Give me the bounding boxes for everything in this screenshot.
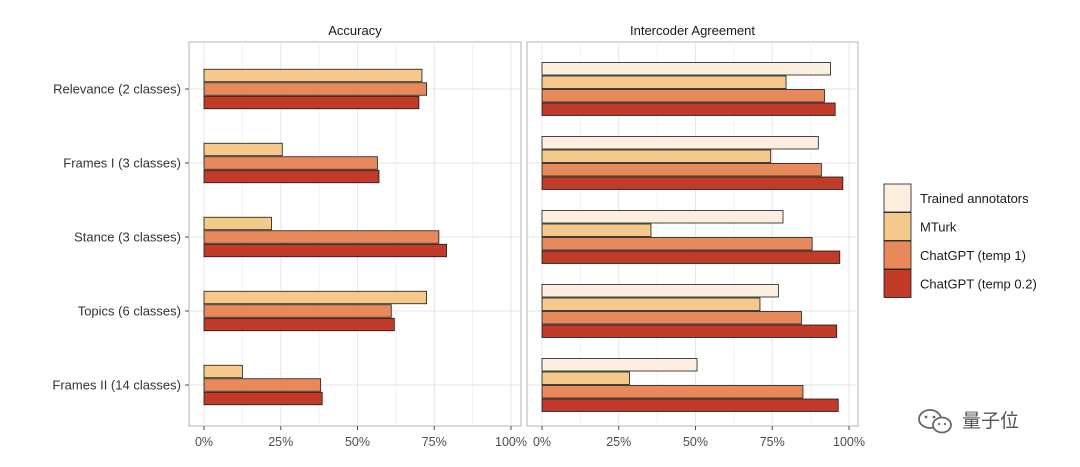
- category-label: Topics (6 classes): [78, 304, 181, 319]
- category-label: Relevance (2 classes): [53, 82, 181, 97]
- panel-title: Intercoder Agreement: [630, 23, 755, 38]
- bar-chatgpt-temp-1-frames-i-3-classes: [203, 156, 378, 170]
- bar-chatgpt-temp-1-frames-i-3-classes: [541, 163, 822, 177]
- legend-swatch-trained-annotators: [883, 183, 912, 213]
- bar-chatgpt-temp-0-2-frames-i-3-classes: [541, 176, 844, 190]
- category-label: Frames II (14 classes): [52, 378, 181, 393]
- bar-chatgpt-temp-0-2-frames-i-3-classes: [203, 169, 380, 184]
- category-label: Stance (3 classes): [74, 230, 181, 245]
- x-tick-label: 0%: [533, 435, 551, 449]
- bar-chatgpt-temp-0-2-relevance-2-classes: [541, 102, 836, 116]
- bar-chatgpt-temp-0-2-stance-3-classes: [203, 243, 447, 258]
- wechat-icon: [918, 409, 952, 434]
- bar-chatgpt-temp-1-relevance-2-classes: [203, 82, 427, 96]
- watermark: 量子位: [918, 409, 1019, 434]
- x-tick-label: 75%: [760, 435, 785, 449]
- bar-mturk-stance-3-classes: [203, 216, 272, 231]
- bar-mturk-relevance-2-classes: [203, 68, 423, 83]
- x-tick-label: 0%: [195, 435, 213, 449]
- legend-swatch-mturk: [883, 212, 912, 241]
- bar-chatgpt-temp-0-2-frames-ii-14-classes: [203, 391, 323, 406]
- category-label: Frames I (3 classes): [63, 156, 181, 171]
- bar-mturk-frames-ii-14-classes: [203, 364, 243, 379]
- x-tick-label: 100%: [495, 435, 527, 449]
- bar-chatgpt-temp-0-2-topics-6-classes: [541, 324, 838, 338]
- bar-mturk-frames-i-3-classes: [541, 149, 772, 163]
- bar-chatgpt-temp-1-topics-6-classes: [203, 304, 392, 318]
- x-tick-label: 75%: [422, 435, 447, 449]
- bar-trained-annotators-frames-i-3-classes: [541, 136, 819, 150]
- bar-mturk-relevance-2-classes: [541, 75, 787, 89]
- x-tick-label: 50%: [683, 435, 708, 449]
- x-tick-label: 50%: [345, 435, 370, 449]
- bar-chatgpt-temp-1-topics-6-classes: [541, 311, 802, 325]
- bar-chatgpt-temp-1-stance-3-classes: [541, 237, 813, 251]
- bar-chatgpt-temp-0-2-relevance-2-classes: [203, 95, 420, 110]
- bar-chatgpt-temp-1-relevance-2-classes: [541, 89, 825, 103]
- bar-mturk-frames-ii-14-classes: [541, 371, 630, 385]
- bar-chatgpt-temp-0-2-frames-ii-14-classes: [541, 398, 839, 412]
- bar-mturk-stance-3-classes: [541, 223, 652, 237]
- legend-swatch-chatgpt-temp-1: [883, 240, 912, 270]
- legend-label: ChatGPT (temp 0.2): [920, 277, 1037, 292]
- bar-trained-annotators-relevance-2-classes: [541, 62, 831, 76]
- legend-swatch-chatgpt-temp-0-2: [883, 269, 912, 298]
- watermark-text: 量子位: [962, 410, 1019, 432]
- legend-label: Trained annotators: [920, 191, 1029, 206]
- legend: Trained annotators MTurk ChatGPT (temp 1) C…: [883, 183, 1037, 298]
- bar-chatgpt-temp-1-stance-3-classes: [203, 230, 440, 244]
- bar-trained-annotators-topics-6-classes: [541, 284, 779, 298]
- bar-mturk-topics-6-classes: [541, 297, 761, 311]
- intercoder-agreement-panel: Intercoder Agreement 0% 25% 50% 75% 100%: [526, 23, 865, 449]
- bar-chatgpt-temp-1-frames-ii-14-classes: [203, 378, 322, 392]
- category-labels: Relevance (2 classes) Frames I (3 classes…: [52, 82, 189, 393]
- x-tick-label: 25%: [606, 435, 631, 449]
- bar-mturk-frames-i-3-classes: [203, 142, 283, 157]
- x-tick-label: 100%: [833, 435, 865, 449]
- x-tick-label: 25%: [268, 435, 293, 449]
- bar-trained-annotators-stance-3-classes: [541, 210, 784, 224]
- accuracy-panel: Accuracy 0% 25% 50% 75% 100%: [188, 23, 527, 449]
- bar-chatgpt-temp-1-frames-ii-14-classes: [541, 385, 804, 399]
- bar-trained-annotators-frames-ii-14-classes: [541, 358, 698, 372]
- bar-chatgpt-temp-0-2-topics-6-classes: [203, 317, 395, 332]
- bar-chatgpt-temp-0-2-stance-3-classes: [541, 250, 841, 264]
- panel-title: Accuracy: [328, 23, 382, 38]
- legend-label: ChatGPT (temp 1): [920, 248, 1026, 263]
- legend-label: MTurk: [920, 220, 957, 235]
- bar-mturk-topics-6-classes: [203, 290, 427, 305]
